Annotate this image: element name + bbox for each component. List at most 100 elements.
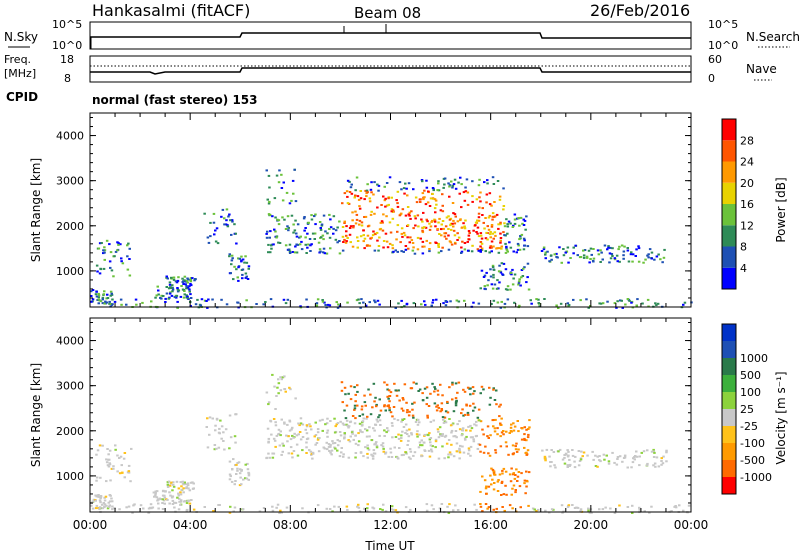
echo-cell [206, 236, 210, 239]
echo-cell [380, 204, 383, 206]
echo-cell [236, 469, 239, 472]
echo-cell [435, 405, 438, 408]
echo-cell [579, 510, 582, 513]
echo-cell [384, 510, 388, 513]
echo-cell [468, 232, 471, 234]
echo-cell [670, 510, 673, 512]
echo-cell [477, 302, 481, 305]
echo-cell [638, 506, 641, 509]
echo-cell [95, 504, 99, 507]
echo-cell [604, 506, 607, 509]
echo-cell [269, 230, 272, 233]
echo-cell [402, 398, 405, 401]
echo-cell [437, 457, 441, 460]
echo-cell [653, 451, 656, 454]
echo-cell [228, 478, 232, 481]
echo-cell [350, 431, 354, 434]
echo-cell [443, 235, 447, 238]
echo-cell [506, 223, 509, 226]
echo-cell [390, 456, 394, 458]
echo-cell [405, 429, 409, 432]
echo-cell [478, 443, 482, 446]
echo-cell [343, 220, 346, 223]
echo-cell [615, 254, 619, 257]
y-tick-label: 4000 [56, 335, 84, 348]
echo-cell [329, 420, 332, 422]
echo-cell [446, 400, 449, 403]
echo-cell [487, 485, 491, 488]
echo-cell [541, 449, 544, 452]
echo-cell [447, 439, 451, 441]
echo-cell [366, 456, 369, 459]
noise-right-bottom-tick: 10^0 [708, 39, 738, 52]
echo-cell [518, 485, 522, 488]
echo-cell [247, 472, 251, 475]
echo-cell [428, 205, 432, 207]
echo-cell [460, 246, 463, 249]
echo-cell [503, 302, 507, 305]
echo-cell [443, 232, 446, 235]
echo-cell [486, 225, 489, 228]
echo-cell [515, 442, 518, 445]
echo-cell [440, 234, 443, 237]
echo-cell [423, 449, 426, 452]
echo-cell [512, 452, 515, 455]
echo-cell [177, 492, 180, 495]
echo-cell [282, 181, 285, 184]
echo-cell [217, 446, 221, 449]
echo-cell [630, 251, 633, 254]
echo-cell [501, 506, 504, 508]
echo-cell [307, 221, 310, 224]
echo-cell [468, 238, 471, 241]
echo-cell [135, 303, 138, 306]
echo-cell [400, 188, 403, 191]
echo-cell [99, 300, 103, 303]
echo-cell [599, 302, 603, 305]
echo-cell [438, 507, 442, 510]
echo-cell [588, 511, 592, 514]
echo-cell [415, 382, 418, 385]
echo-cell [489, 268, 492, 271]
echo-cell [557, 450, 560, 453]
echo-cell [244, 477, 247, 480]
echo-cell [378, 419, 382, 422]
echo-cell [382, 246, 385, 249]
echo-cell [501, 472, 504, 475]
echo-cell [396, 456, 399, 459]
echo-cell [311, 232, 315, 235]
echo-cell [444, 232, 448, 235]
echo-cell [346, 301, 349, 304]
echo-cell [120, 464, 123, 467]
echo-cell [354, 194, 357, 197]
echo-cell [134, 298, 138, 301]
echo-cell [486, 284, 489, 287]
echo-cell [119, 455, 123, 458]
echo-cell [492, 488, 496, 491]
echo-cell [501, 273, 504, 276]
echo-cell [660, 463, 663, 466]
echo-cell [347, 425, 351, 428]
echo-cell [662, 256, 666, 259]
echo-cell [479, 245, 482, 248]
echo-cell [277, 428, 281, 431]
echo-cell [171, 499, 175, 502]
echo-cell [90, 300, 93, 303]
echo-cell [91, 289, 95, 291]
echo-cell [278, 444, 282, 447]
echo-cell [410, 432, 413, 435]
echo-cell [406, 206, 410, 208]
echo-cell [345, 404, 349, 407]
echo-cell [400, 420, 403, 423]
echo-cell [509, 222, 512, 225]
echo-cell [421, 227, 425, 230]
echo-cell [491, 232, 494, 235]
echo-cell [176, 279, 180, 282]
echo-cell [373, 212, 376, 215]
echo-cell [324, 230, 327, 233]
echo-cell [225, 219, 228, 222]
echo-cell [328, 304, 332, 307]
echo-cell [490, 303, 493, 305]
echo-cell [387, 203, 390, 206]
echo-cell [226, 224, 229, 227]
echo-cell [515, 251, 518, 254]
